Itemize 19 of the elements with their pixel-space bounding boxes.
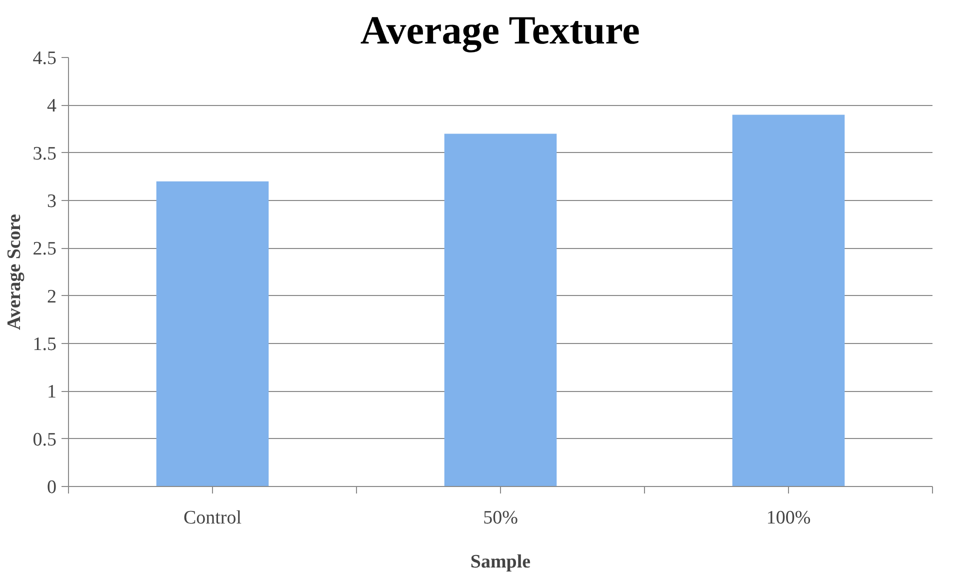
y-tick-label: 1 <box>47 382 56 403</box>
x-tick-label: 50% <box>483 508 518 528</box>
y-tick-label: 3.5 <box>32 143 56 164</box>
bar <box>732 114 845 486</box>
y-tick-label: 0 <box>47 477 56 498</box>
y-tick-label: 1.5 <box>32 334 56 355</box>
y-tick-label: 2.5 <box>32 238 56 260</box>
bar <box>156 181 269 486</box>
x-tick-label: 100% <box>766 508 811 528</box>
y-tick-label: 3 <box>47 191 56 212</box>
chart-title: Average Texture <box>360 8 640 52</box>
y-tick-label: 0.5 <box>32 429 56 450</box>
y-axis-title: Average Score <box>4 214 25 330</box>
y-tick-label: 2 <box>47 286 56 308</box>
y-tick-label: 4 <box>47 96 57 117</box>
x-tick-label: Control <box>183 508 242 528</box>
x-axis-title: Sample <box>470 552 531 572</box>
bar <box>444 134 557 486</box>
y-tick-label: 4.5 <box>32 48 56 69</box>
